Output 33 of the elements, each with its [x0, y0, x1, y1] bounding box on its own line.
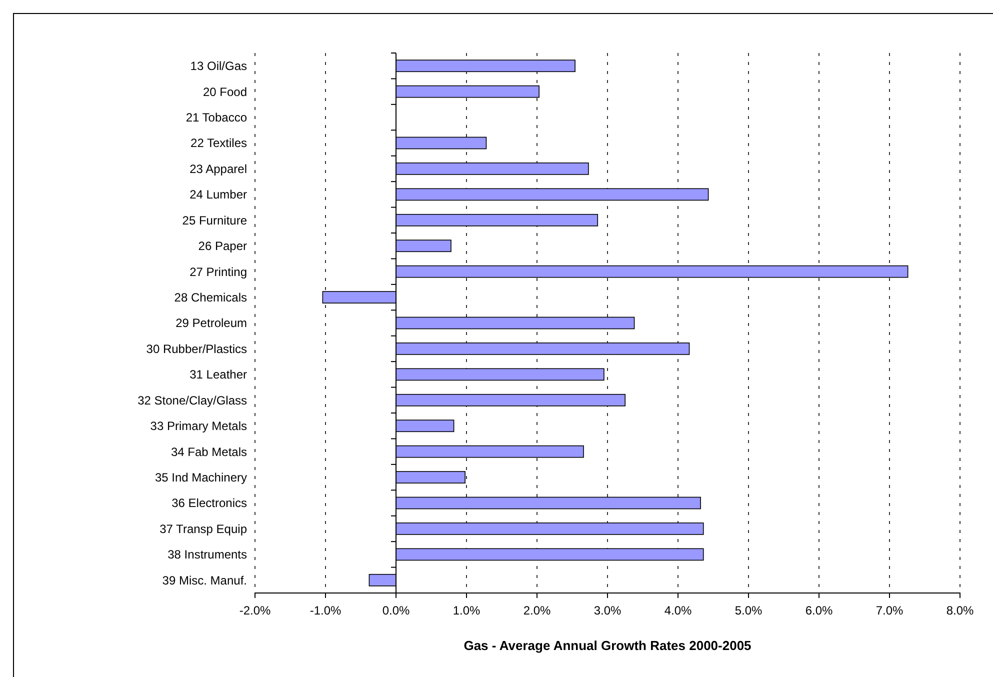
x-tick-label: 7.0%: [876, 604, 904, 618]
y-tick-label: 38 Instruments: [168, 548, 247, 562]
x-tick-label: 3.0%: [594, 604, 622, 618]
y-tick-label: 20 Food: [202, 84, 247, 99]
x-tick-label: 4.0%: [664, 604, 692, 618]
x-tick-label: 0.0%: [382, 604, 410, 618]
x-axis-title: Gas - Average Annual Growth Rates 2000-2005: [464, 638, 752, 653]
y-tick-label: 34 Fab Metals: [170, 444, 247, 459]
x-tick-label: 6.0%: [805, 604, 833, 618]
y-tick-label: 33 Primary Metals: [150, 419, 247, 434]
y-tick-label: 29 Petroleum: [176, 316, 247, 330]
y-tick-label: 22 Textiles: [190, 136, 247, 150]
y-tick-label: 23 Apparel: [190, 162, 247, 176]
x-tick-label: 2.0%: [523, 604, 551, 618]
y-tick-label: 25 Furniture: [182, 213, 248, 228]
y-tick-label: 21 Tobacco: [186, 110, 248, 124]
y-tick-label: 24 Lumber: [190, 188, 247, 202]
y-tick-label: 27 Printing: [190, 264, 247, 279]
y-tick-label: 35 Ind Machinery: [154, 470, 247, 484]
y-tick-label: 30 Rubber/Plastics: [146, 342, 247, 356]
y-tick-label: 13 Oil/Gas: [190, 59, 247, 74]
y-tick-label: 39 Misc. Manuf.: [162, 573, 247, 588]
x-tick-label: 1.0%: [452, 604, 480, 618]
y-tick-label: 37 Transp Equip: [160, 522, 248, 536]
x-tick-label: -2.0%: [239, 604, 271, 618]
x-tick-label: 8.0%: [946, 604, 974, 618]
y-tick-label: 26 Paper: [198, 239, 248, 254]
y-tick-label: 32 Stone/Clay/Glass: [138, 393, 247, 408]
x-tick-label: -1.0%: [310, 604, 342, 618]
y-tick-label: 28 Chemicals: [174, 290, 247, 304]
y-tick-label: 36 Electronics: [172, 496, 247, 510]
y-tick-label: 31 Leather: [190, 368, 247, 382]
x-tick-label: 5.0%: [734, 604, 762, 618]
